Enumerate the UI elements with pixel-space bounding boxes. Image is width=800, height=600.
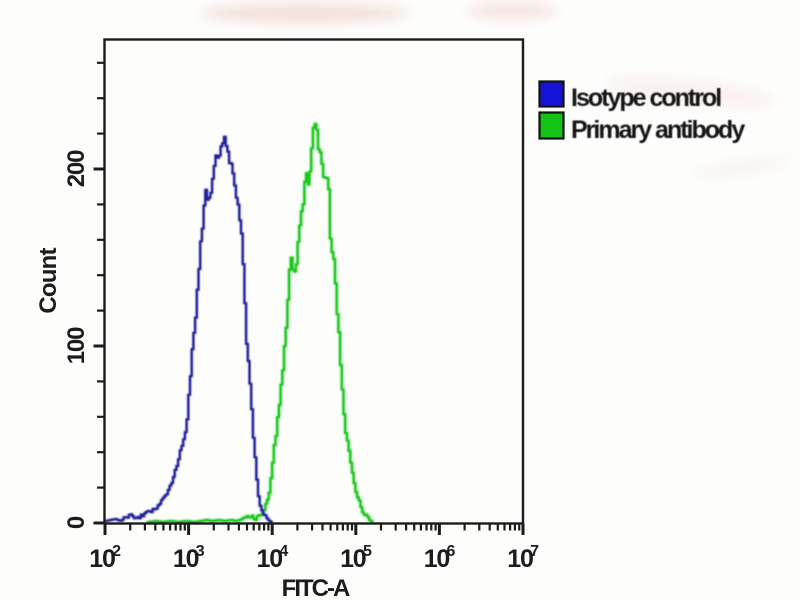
svg-text:Isotype control: Isotype control bbox=[571, 84, 721, 112]
svg-text:10: 10 bbox=[507, 545, 533, 573]
svg-text:Primary antibody: Primary antibody bbox=[571, 116, 745, 144]
svg-text:10: 10 bbox=[424, 545, 450, 573]
svg-text:10: 10 bbox=[256, 545, 282, 573]
svg-text:0: 0 bbox=[63, 516, 90, 529]
svg-text:7: 7 bbox=[530, 543, 539, 560]
svg-text:5: 5 bbox=[363, 543, 372, 560]
svg-text:10: 10 bbox=[89, 545, 115, 573]
svg-text:FITC-A: FITC-A bbox=[282, 575, 350, 600]
svg-text:3: 3 bbox=[196, 543, 205, 560]
svg-text:6: 6 bbox=[447, 543, 456, 560]
svg-text:2: 2 bbox=[112, 543, 121, 560]
svg-text:10: 10 bbox=[173, 545, 199, 573]
svg-text:Count: Count bbox=[35, 248, 62, 314]
svg-text:10: 10 bbox=[340, 545, 366, 573]
svg-text:4: 4 bbox=[279, 543, 288, 560]
svg-text:200: 200 bbox=[63, 150, 90, 187]
svg-text:100: 100 bbox=[63, 327, 90, 364]
